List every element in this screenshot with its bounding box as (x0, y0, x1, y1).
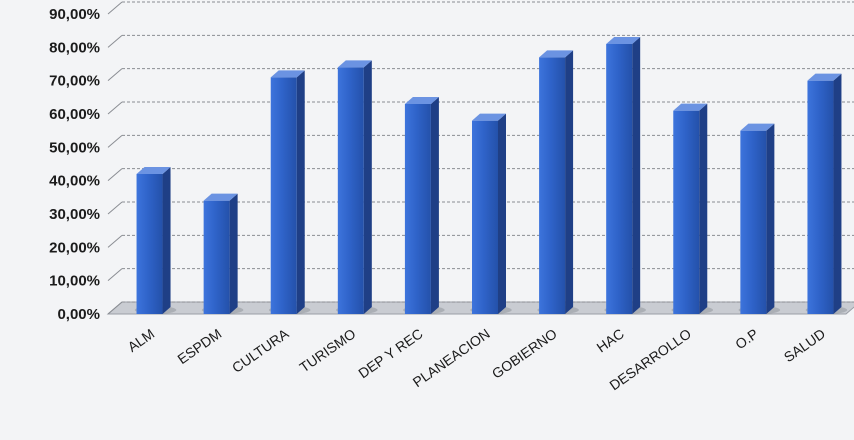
bar-side (699, 103, 708, 315)
bar (671, 103, 714, 315)
bar-side (363, 60, 372, 315)
x-tick-label: GOBIERNO (489, 325, 560, 381)
bar (470, 113, 512, 315)
y-tick-label: 30,00% (49, 206, 100, 223)
bar-top (606, 37, 641, 44)
gridline-side (107, 268, 123, 282)
bar-front (740, 130, 767, 314)
bar-side (833, 73, 842, 315)
bar-front (539, 57, 566, 314)
bar-top (136, 167, 171, 174)
x-tick-label: CULTURA (229, 325, 292, 376)
bar-side (565, 50, 574, 314)
y-tick-label: 60,00% (49, 106, 100, 123)
x-tick-label: ALM (124, 325, 157, 355)
y-tick-label: 40,00% (49, 173, 100, 190)
y-tick-label: 10,00% (49, 273, 100, 290)
gridline-side (107, 134, 123, 148)
bar-side (229, 193, 238, 314)
bar-front (807, 80, 834, 315)
bar-front (136, 174, 163, 314)
bar-front (673, 110, 700, 315)
x-tick-label: HAC (594, 325, 627, 355)
bar-side (632, 37, 641, 314)
bar-front (472, 120, 498, 315)
bar-top (740, 123, 775, 131)
bar (403, 97, 445, 314)
gridline-side (107, 301, 123, 315)
bar-top (203, 193, 238, 201)
bar (336, 60, 378, 315)
bar (537, 50, 579, 314)
bar (604, 37, 646, 314)
bar (738, 123, 781, 315)
gridline-side (107, 34, 123, 48)
bar-top (404, 97, 439, 104)
y-tick-label: 90,00% (49, 6, 100, 23)
x-tick-label: O.P (732, 325, 761, 352)
bar (201, 193, 244, 314)
bar-front (404, 104, 431, 314)
bar-top (337, 60, 372, 68)
bar-top (673, 103, 708, 111)
bar-front (606, 44, 633, 314)
bar-side (766, 123, 775, 315)
gridline-side (107, 201, 123, 215)
y-tick-label: 0,00% (57, 306, 100, 323)
bar (268, 70, 311, 314)
gridline-side (107, 1, 123, 15)
y-tick-label: 50,00% (49, 139, 100, 156)
bar-side (430, 97, 439, 314)
bar (805, 73, 848, 315)
bar-front (203, 200, 230, 314)
x-tick-label: SALUD (781, 325, 828, 365)
y-axis: 0,00% 10,00% 20,00% 30,00% 40,00% 50,00% 60,00… (49, 6, 100, 323)
bar-side (498, 113, 506, 315)
bar-front (337, 67, 364, 314)
x-tick-label: ESPDM (174, 325, 224, 367)
gridline-side (107, 234, 123, 248)
gridlines (107, 1, 854, 315)
bar-front (270, 77, 297, 314)
y-tick-label: 80,00% (49, 39, 100, 56)
bar-side (162, 167, 171, 314)
gridline-side (107, 168, 123, 182)
bar-top (539, 50, 574, 58)
y-tick-label: 20,00% (49, 239, 100, 256)
bar-top (270, 70, 305, 78)
y-tick-label: 70,00% (49, 73, 100, 90)
bar (134, 167, 177, 314)
bar-side (296, 70, 305, 314)
bars (134, 37, 848, 315)
bar-top (807, 73, 842, 81)
gridline-side (107, 101, 123, 115)
x-tick-label: TURISMO (296, 325, 358, 375)
bar-top (472, 113, 506, 121)
gridline-side (107, 68, 123, 82)
